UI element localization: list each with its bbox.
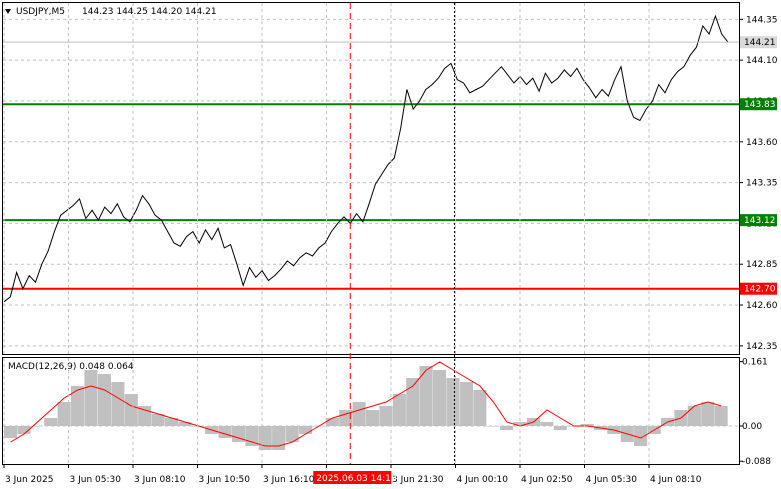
macd-bar <box>714 406 728 426</box>
macd-bar <box>486 426 500 427</box>
macd-bar <box>231 426 245 442</box>
current-price-label: 144.21 <box>744 38 776 48</box>
macd-tick-label: -0.088 <box>742 457 771 467</box>
macd-bar <box>84 370 98 426</box>
macd-bar <box>71 386 85 426</box>
level-tag <box>740 282 777 295</box>
time-tick-label: 3 Jun 08:10 <box>134 475 186 485</box>
price-grid <box>3 18 739 347</box>
macd-bar <box>553 426 567 430</box>
macd-bar <box>540 422 554 426</box>
macd-bar <box>44 418 58 426</box>
macd-bar <box>379 406 393 426</box>
date-marker-tag <box>313 471 392 484</box>
macd-bar <box>272 426 286 450</box>
macd-bar <box>30 426 44 427</box>
macd-bar <box>580 424 594 426</box>
macd-histogram <box>4 366 728 450</box>
macd-bar <box>178 422 192 426</box>
time-tick-label: 3 Jun 21:30 <box>392 475 444 485</box>
current-price-tag: 144.21 <box>3 36 777 49</box>
time-tick-label: 3 Jun 2025 <box>5 475 53 485</box>
level-lines: 143.83 143.12 142.70 <box>3 98 777 295</box>
chart-ohlc: 144.23 144.25 144.20 144.21 <box>82 7 217 17</box>
macd-bar <box>325 418 339 426</box>
time-tick-label: 4 Jun 00:10 <box>457 475 509 485</box>
macd-signal-line <box>10 361 722 447</box>
price-tick-label: 142.85 <box>746 260 778 270</box>
macd-bar <box>218 426 232 438</box>
macd-bar <box>285 426 299 442</box>
macd-bar <box>392 394 406 426</box>
macd-bar <box>111 382 125 426</box>
current-price-box <box>740 36 777 49</box>
chart-symbol: USDJPY,M5 <box>16 7 65 17</box>
macd-pane-border <box>2 357 740 465</box>
macd-bar <box>687 406 701 426</box>
price-tick-label: 144.35 <box>746 15 778 25</box>
level-tag-label: 143.83 <box>744 100 776 110</box>
date-marker: 2025.06.03 14:10 <box>313 3 455 484</box>
price-series-line <box>3 14 729 303</box>
macd-bar <box>433 370 447 426</box>
macd-bar <box>473 390 487 426</box>
macd-bar <box>151 414 165 426</box>
macd-bar <box>57 402 71 426</box>
time-tick-label: 3 Jun 16:10 <box>263 475 315 485</box>
macd-tick-label: 0.00 <box>742 422 762 432</box>
macd-bar <box>701 402 715 426</box>
macd-bar <box>406 378 420 426</box>
macd-bar <box>352 402 366 426</box>
level-tag <box>740 98 777 111</box>
time-tick-label: 4 Jun 05:30 <box>586 475 638 485</box>
price-tick-label: 144.10 <box>746 56 778 66</box>
price-pane-border <box>2 2 740 355</box>
time-tick-label: 3 Jun 05:30 <box>70 475 122 485</box>
macd-bar <box>459 382 473 426</box>
macd-tick-label: 0.161 <box>742 358 768 368</box>
macd-bar <box>17 426 31 434</box>
macd-bar <box>446 378 460 426</box>
macd-bar <box>4 426 18 438</box>
macd-bar <box>164 418 178 426</box>
time-tick-label: 4 Jun 02:50 <box>521 475 573 485</box>
level-tag-label: 143.12 <box>744 216 776 226</box>
macd-bar <box>500 426 514 430</box>
time-grid <box>3 3 650 464</box>
macd-bar <box>299 426 313 434</box>
price-axis: 144.35144.10143.85143.60143.35143.10142.… <box>739 15 778 352</box>
price-tick-label: 142.60 <box>746 301 778 311</box>
macd-axis: 0.161 0.00 -0.088 <box>739 358 771 467</box>
macd-bar <box>339 410 353 426</box>
price-tick-label: 143.60 <box>746 138 778 148</box>
time-tick-label: 3 Jun 10:50 <box>199 475 251 485</box>
level-tag <box>740 214 777 227</box>
price-tick-label: 142.35 <box>746 342 778 352</box>
macd-bar <box>97 374 111 426</box>
date-marker-label: 2025.06.03 14:10 <box>316 474 397 484</box>
level-tag-label: 142.70 <box>744 285 776 295</box>
macd-bar <box>419 366 433 426</box>
price-tick-label: 143.35 <box>746 179 778 189</box>
time-tick-label: 4 Jun 08:10 <box>650 475 702 485</box>
macd-bar <box>124 394 138 426</box>
collapse-triangle-icon[interactable] <box>5 9 11 14</box>
macd-bar <box>634 426 648 446</box>
macd-bar <box>366 410 380 426</box>
macd-title: MACD(12,26,9) 0.048 0.064 <box>8 362 134 372</box>
